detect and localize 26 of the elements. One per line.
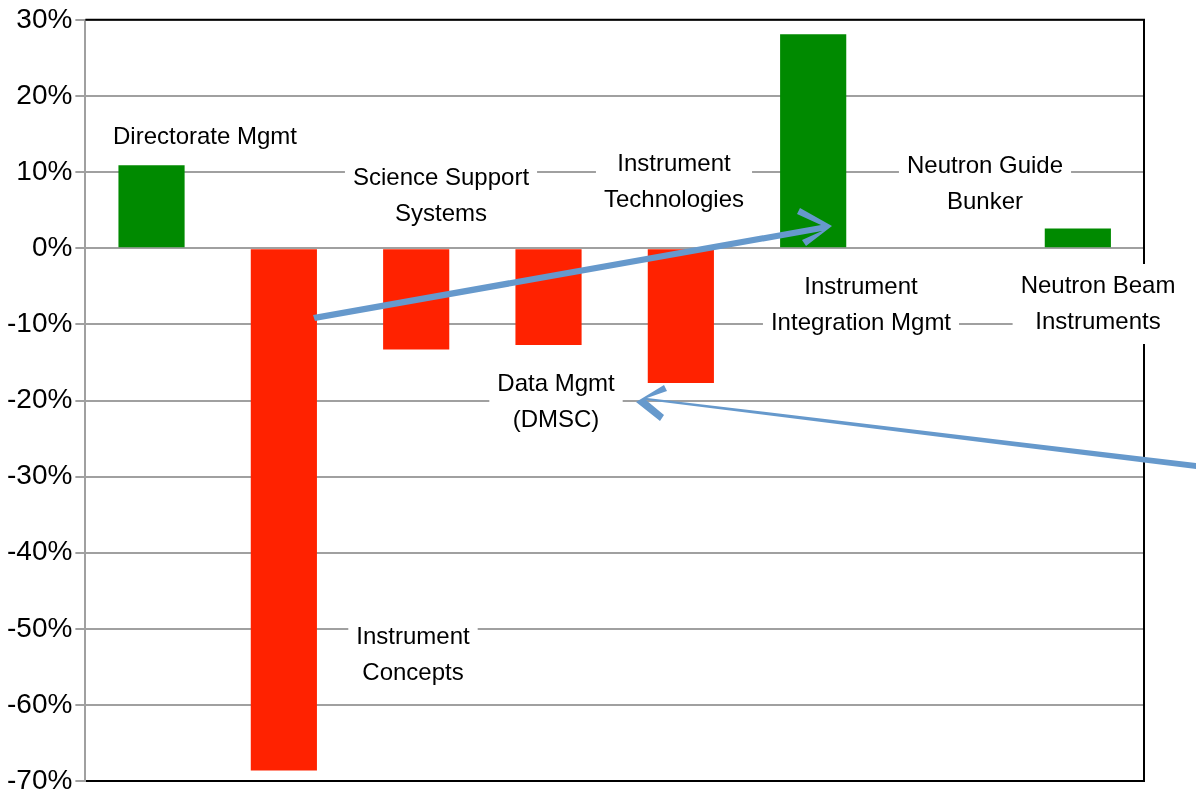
y-tick-label: 10% [16,154,73,186]
y-tick-label: -30% [6,459,73,491]
annotation: Instrument Concepts [356,621,471,685]
bar [1044,228,1111,248]
annotation: Data Mgmt (DMSC) [497,368,616,432]
bar [250,249,317,771]
bar [118,165,185,248]
y-tick-label: -20% [6,383,73,415]
annotation: Science Support Systems [352,162,530,226]
annotation: Directorate Mgmt [112,121,298,149]
bar [515,249,582,345]
y-tick-label: 30% [16,2,73,34]
y-tick-label: -70% [6,763,73,795]
bar [647,249,714,383]
bar [383,249,450,350]
y-tick-label: 0% [31,230,73,262]
y-tick-label: -60% [6,687,73,719]
y-tick-label: -10% [6,307,73,339]
annotation: Neutron Guide Bunker [906,150,1064,214]
bar [780,34,847,248]
y-tick-label: -40% [6,535,73,567]
annotation: Instrument Technologies [603,148,745,212]
annotation: Neutron Beam Instruments [1020,270,1176,334]
y-tick-label: -50% [6,611,73,643]
annotation: Instrument Integration Mgmt [770,271,952,335]
y-tick-label: 20% [16,78,73,110]
